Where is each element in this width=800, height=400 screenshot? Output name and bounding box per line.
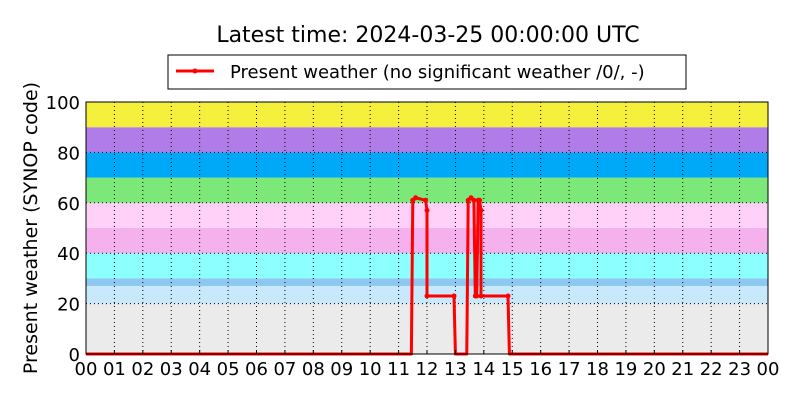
x-tick-label: 05	[217, 359, 240, 380]
x-tick-label: 20	[643, 359, 666, 380]
data-point	[477, 197, 483, 203]
x-tick-label: 21	[671, 359, 694, 380]
x-tick-label: 15	[501, 359, 524, 380]
y-tick-label: 80	[57, 143, 80, 164]
x-tick-label: 23	[728, 359, 751, 380]
x-tick-label: 19	[614, 359, 637, 380]
x-tick-label: 00	[75, 359, 98, 380]
x-tick-label: 14	[472, 359, 495, 380]
y-tick-label: 20	[57, 295, 80, 316]
x-tick-label: 18	[586, 359, 609, 380]
x-tick-label: 10	[359, 359, 382, 380]
band-70-80	[86, 152, 768, 178]
y-axis-label: Present weather (SYNOP code)	[20, 82, 42, 374]
data-point	[424, 207, 430, 213]
x-tick-label: 11	[387, 359, 410, 380]
x-tick-label: 02	[131, 359, 154, 380]
x-tick-label: 00	[757, 359, 780, 380]
x-tick-label: 03	[160, 359, 183, 380]
band-0-20	[86, 303, 768, 354]
x-tick-label: 07	[273, 359, 296, 380]
data-point	[478, 207, 484, 213]
legend: Present weather (no significant weather …	[167, 54, 687, 90]
x-tick-label: 22	[700, 359, 723, 380]
x-tick-label: 12	[416, 359, 439, 380]
y-tick-label: 60	[57, 194, 80, 215]
x-tick-label: 09	[330, 359, 353, 380]
data-point	[474, 293, 480, 299]
x-tick-label: 13	[444, 359, 467, 380]
data-point	[424, 293, 430, 299]
x-tick-label: 16	[529, 359, 552, 380]
data-point	[413, 195, 419, 201]
data-point	[451, 293, 457, 299]
y-tick-label: 40	[57, 244, 80, 265]
data-point	[471, 197, 477, 203]
y-tick-label: 0	[69, 345, 80, 366]
legend-marker-swatch	[192, 68, 198, 74]
x-tick-label: 17	[558, 359, 581, 380]
x-tick-label: 04	[188, 359, 211, 380]
x-tick-label: 06	[245, 359, 268, 380]
data-point	[505, 293, 511, 299]
data-point	[423, 197, 429, 203]
y-tick-label: 100	[46, 93, 80, 114]
x-tick-label: 08	[302, 359, 325, 380]
band-80-90	[86, 127, 768, 153]
x-tick-label: 01	[103, 359, 126, 380]
chart-title: Latest time: 2024-03-25 00:00:00 UTC	[216, 23, 639, 48]
data-point	[478, 293, 484, 299]
legend-label: Present weather (no significant weather …	[230, 62, 645, 83]
